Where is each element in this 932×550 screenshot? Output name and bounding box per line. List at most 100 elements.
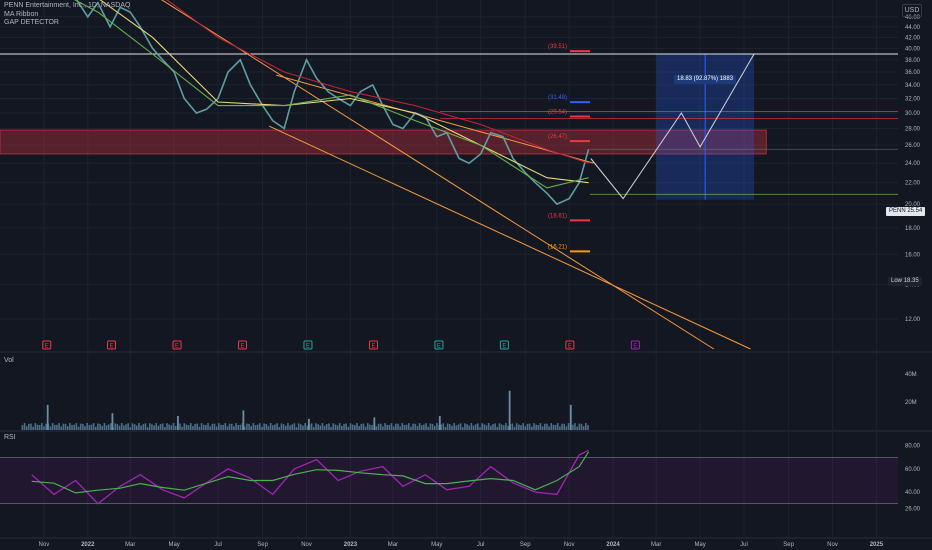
volume-bar — [407, 423, 410, 430]
volume-bar — [274, 424, 276, 430]
volume-bar — [213, 423, 216, 430]
volume-bar — [64, 423, 67, 430]
time-tick-label: 2025 — [870, 542, 884, 548]
volume-bar — [159, 424, 162, 430]
volume-bar — [198, 426, 201, 430]
volume-bar — [235, 423, 237, 430]
volume-bar — [97, 423, 99, 430]
volume-bar — [53, 424, 56, 430]
volume-bar — [410, 426, 412, 430]
volume-bar — [69, 423, 71, 430]
time-tick-label: May — [431, 542, 442, 548]
volume-bar — [416, 426, 419, 430]
projection-label: 18.83 (92.87%) 1883 — [674, 75, 737, 84]
volume-bar — [490, 425, 492, 430]
volume-bar — [508, 390, 511, 430]
volume-bar — [297, 423, 300, 430]
projection-path — [590, 53, 755, 200]
volume-bar — [572, 424, 574, 430]
volume-bar — [498, 423, 501, 430]
volume-bar — [399, 426, 401, 430]
volume-bar — [170, 425, 173, 430]
volume-bar — [556, 423, 559, 430]
price-tick-label: 28.00 — [905, 127, 921, 133]
volume-bar — [569, 404, 572, 430]
earnings-marker — [565, 340, 575, 350]
volume-bar — [90, 424, 93, 430]
volume-bar — [148, 423, 151, 430]
earnings-marker — [434, 340, 444, 350]
time-tick-label: May — [694, 542, 705, 548]
volume-bar — [135, 425, 138, 430]
volume-bar — [358, 426, 360, 430]
volume-bar — [157, 425, 160, 430]
indicator-ma-ribbon[interactable]: MA Ribbon — [4, 11, 39, 18]
volume-bar — [284, 425, 287, 430]
volume-bar — [250, 426, 253, 430]
volume-bar — [567, 423, 570, 430]
rsi-pane-label: RSI — [4, 434, 16, 441]
earnings-marker-label: E — [175, 344, 179, 350]
price-tick-label: 16.00 — [905, 252, 921, 258]
volume-bar — [518, 424, 520, 430]
volume-bar — [526, 423, 529, 430]
volume-bar — [332, 423, 335, 430]
volume-bar — [187, 425, 190, 430]
volume-bar — [455, 425, 458, 430]
volume-bar — [563, 423, 566, 430]
rsi-tick-label: 60.00 — [905, 467, 921, 473]
earnings-marker-label: E — [110, 344, 114, 350]
volume-bar — [366, 423, 369, 430]
price-tick-label: 46.00 — [905, 15, 921, 21]
volume-bar — [246, 423, 248, 430]
volume-bar — [269, 423, 272, 430]
currency-label[interactable]: USD — [902, 4, 922, 17]
volume-bar — [183, 423, 186, 430]
volume-bar — [429, 423, 432, 430]
price-tick-label: 24.00 — [905, 161, 921, 167]
price-tick-label: 40.00 — [905, 46, 921, 52]
volume-bar — [202, 424, 205, 430]
volume-bar — [293, 423, 296, 430]
volume-bar — [92, 423, 95, 430]
price-tick-label: 32.00 — [905, 96, 921, 102]
volume-bar — [561, 423, 563, 430]
volume-bar — [300, 424, 302, 430]
volume-bar — [224, 423, 227, 430]
volume-bar — [110, 423, 112, 430]
volume-bar — [226, 426, 229, 430]
volume-bar — [449, 424, 451, 430]
volume-bar — [580, 423, 583, 430]
price-line — [75, 0, 590, 206]
rsi-pane: 26.00 40.00 60.00 80.00 — [0, 444, 921, 512]
time-tick-label: 2023 — [344, 542, 358, 548]
volume-bar — [425, 423, 427, 430]
volume-bar — [161, 423, 164, 430]
volume-bar — [349, 423, 352, 430]
volume-tick-label: 40M — [905, 372, 917, 378]
volume-bar — [23, 423, 26, 430]
level-label: (29.54) — [548, 109, 567, 115]
channel-lower-line — [268, 125, 751, 350]
volume-bar — [25, 426, 28, 430]
volume-bar — [397, 423, 399, 430]
level-label: (18.61) — [548, 213, 567, 219]
volume-bar — [168, 424, 170, 430]
volume-bar — [414, 423, 417, 430]
earnings-marker — [42, 340, 52, 350]
volume-bar — [291, 424, 294, 430]
volume-tick-label: 20M — [905, 400, 917, 406]
volume-bar — [351, 424, 354, 430]
indicator-gap-detector[interactable]: GAP DETECTOR — [4, 19, 59, 26]
volume-bar — [209, 426, 211, 430]
volume-bar — [582, 426, 585, 430]
volume-bar — [546, 423, 548, 430]
volume-bar — [123, 425, 125, 430]
volume-bar — [386, 424, 388, 430]
volume-bar — [390, 423, 393, 430]
volume-bar — [276, 423, 278, 430]
earnings-marker-label: E — [240, 344, 244, 350]
volume-bar — [111, 413, 114, 430]
